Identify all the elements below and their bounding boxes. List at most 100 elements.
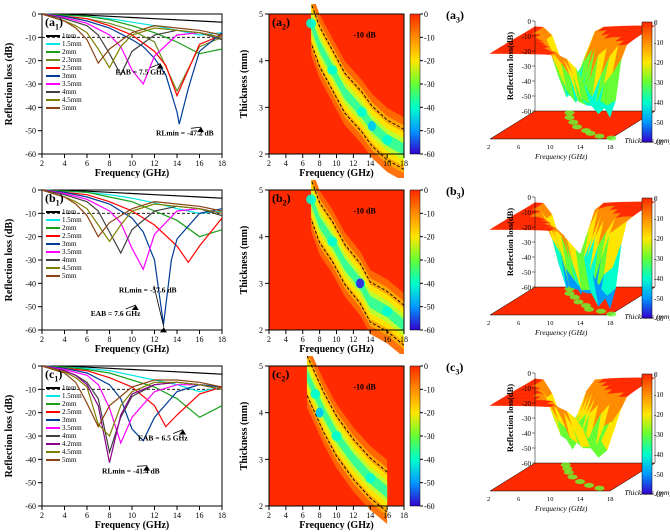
svg-text:0: 0 <box>424 10 428 19</box>
svg-text:18: 18 <box>218 159 226 168</box>
svg-text:-20: -20 <box>25 409 36 418</box>
svg-text:-60: -60 <box>25 502 36 511</box>
svg-text:-60: -60 <box>424 326 435 335</box>
heatmap-c: 246810121416182345Frequency (GHz)Thickne… <box>235 356 440 530</box>
svg-text:6: 6 <box>85 511 89 520</box>
svg-text:-40: -40 <box>424 103 435 112</box>
svg-text:18: 18 <box>607 320 614 327</box>
svg-text:4: 4 <box>259 233 263 242</box>
svg-text:RLmin = -41.4 dB: RLmin = -41.4 dB <box>102 466 160 475</box>
svg-text:-50: -50 <box>522 445 532 453</box>
svg-text:10: 10 <box>547 144 554 151</box>
panel-label: (c2) <box>272 367 289 383</box>
svg-text:-40: -40 <box>25 103 36 112</box>
svg-text:2: 2 <box>259 326 263 335</box>
svg-text:0: 0 <box>654 195 658 203</box>
svg-text:8: 8 <box>108 511 112 520</box>
svg-text:16: 16 <box>383 159 391 168</box>
svg-text:-10: -10 <box>25 209 36 218</box>
svg-text:6: 6 <box>301 511 305 520</box>
surface3d-b: 0-10-20-30-40-50-60Reflection loss(dB)Fr… <box>440 180 670 354</box>
panel-label: (b1) <box>45 191 64 207</box>
line-plot-b: 246810121416180-10-20-30-40-50-60RLmin =… <box>0 180 235 354</box>
svg-text:2: 2 <box>40 335 44 344</box>
svg-text:Thickness (mm): Thickness (mm) <box>239 402 250 471</box>
svg-text:14: 14 <box>577 496 584 503</box>
svg-text:18: 18 <box>400 159 408 168</box>
svg-text:-30: -30 <box>424 432 435 441</box>
svg-text:-20: -20 <box>424 233 435 242</box>
svg-text:6: 6 <box>85 159 89 168</box>
svg-text:Reflection loss (dB): Reflection loss (dB) <box>4 219 15 302</box>
svg-text:-30: -30 <box>424 80 435 89</box>
panel-label: (b2) <box>272 191 291 207</box>
svg-text:-50: -50 <box>25 479 36 488</box>
svg-text:3: 3 <box>259 103 263 112</box>
svg-text:-50: -50 <box>654 119 664 127</box>
svg-text:10: 10 <box>333 511 341 520</box>
svg-text:4: 4 <box>284 511 288 520</box>
svg-text:-40: -40 <box>25 455 36 464</box>
svg-text:0: 0 <box>528 194 532 202</box>
svg-text:14: 14 <box>577 320 584 327</box>
svg-text:-50: -50 <box>522 93 532 101</box>
svg-text:2: 2 <box>487 496 490 503</box>
svg-text:-20: -20 <box>654 235 664 243</box>
svg-text:-20: -20 <box>654 411 664 419</box>
svg-text:-40: -40 <box>654 451 664 459</box>
svg-text:2: 2 <box>40 159 44 168</box>
svg-text:-10: -10 <box>654 39 664 47</box>
svg-text:0: 0 <box>424 362 428 371</box>
svg-text:18: 18 <box>218 335 226 344</box>
svg-text:14: 14 <box>173 335 181 344</box>
svg-text:-50: -50 <box>522 269 532 277</box>
surface3d-c: 0-10-20-30-40-50-60Reflection loss(dB)Fr… <box>440 356 670 530</box>
svg-text:Frequency (GHz): Frequency (GHz) <box>95 520 170 530</box>
svg-text:6: 6 <box>517 496 521 503</box>
svg-text:16: 16 <box>196 159 204 168</box>
svg-text:-60: -60 <box>522 108 532 116</box>
svg-text:-60: -60 <box>25 150 36 159</box>
svg-text:0: 0 <box>528 18 532 26</box>
svg-text:Reflection loss(dB): Reflection loss(dB) <box>505 384 515 452</box>
panel-label: (a3) <box>446 8 464 24</box>
svg-text:-20: -20 <box>522 400 532 408</box>
svg-text:8: 8 <box>108 335 112 344</box>
svg-text:2: 2 <box>487 320 490 327</box>
svg-text:-10: -10 <box>654 215 664 223</box>
svg-text:18: 18 <box>400 511 408 520</box>
svg-text:-50: -50 <box>654 471 664 479</box>
svg-text:-30: -30 <box>654 255 664 263</box>
svg-text:10: 10 <box>128 335 136 344</box>
svg-text:4: 4 <box>259 57 263 66</box>
svg-text:4: 4 <box>63 335 67 344</box>
svg-text:Reflection loss(dB): Reflection loss(dB) <box>505 32 515 100</box>
svg-text:6: 6 <box>517 144 521 151</box>
svg-text:10: 10 <box>333 335 341 344</box>
svg-text:-30: -30 <box>25 80 36 89</box>
svg-text:4: 4 <box>63 159 67 168</box>
svg-text:16: 16 <box>383 335 391 344</box>
svg-text:18: 18 <box>400 335 408 344</box>
svg-text:0: 0 <box>654 19 658 27</box>
svg-text:5: 5 <box>259 362 263 371</box>
svg-text:-30: -30 <box>654 79 664 87</box>
svg-text:12: 12 <box>349 511 357 520</box>
svg-text:EAB = 7.6 GHz: EAB = 7.6 GHz <box>91 309 141 318</box>
svg-text:-50: -50 <box>424 479 435 488</box>
svg-text:6: 6 <box>301 159 305 168</box>
line-plot-a: 246810121416180-10-20-30-40-50-60EAB = 7… <box>0 4 235 178</box>
svg-text:0: 0 <box>32 10 36 19</box>
svg-text:-40: -40 <box>424 279 435 288</box>
svg-text:2: 2 <box>259 502 263 511</box>
svg-text:-20: -20 <box>25 57 36 66</box>
svg-text:2: 2 <box>40 511 44 520</box>
svg-text:Frequency (GHz): Frequency (GHz) <box>95 344 170 354</box>
svg-text:2: 2 <box>487 144 490 151</box>
svg-text:18: 18 <box>218 511 226 520</box>
svg-text:14: 14 <box>577 144 584 151</box>
svg-text:Reflection loss (dB): Reflection loss (dB) <box>4 43 15 126</box>
svg-text:-40: -40 <box>522 254 532 262</box>
svg-text:-20: -20 <box>424 409 435 418</box>
svg-text:-10: -10 <box>424 385 435 394</box>
